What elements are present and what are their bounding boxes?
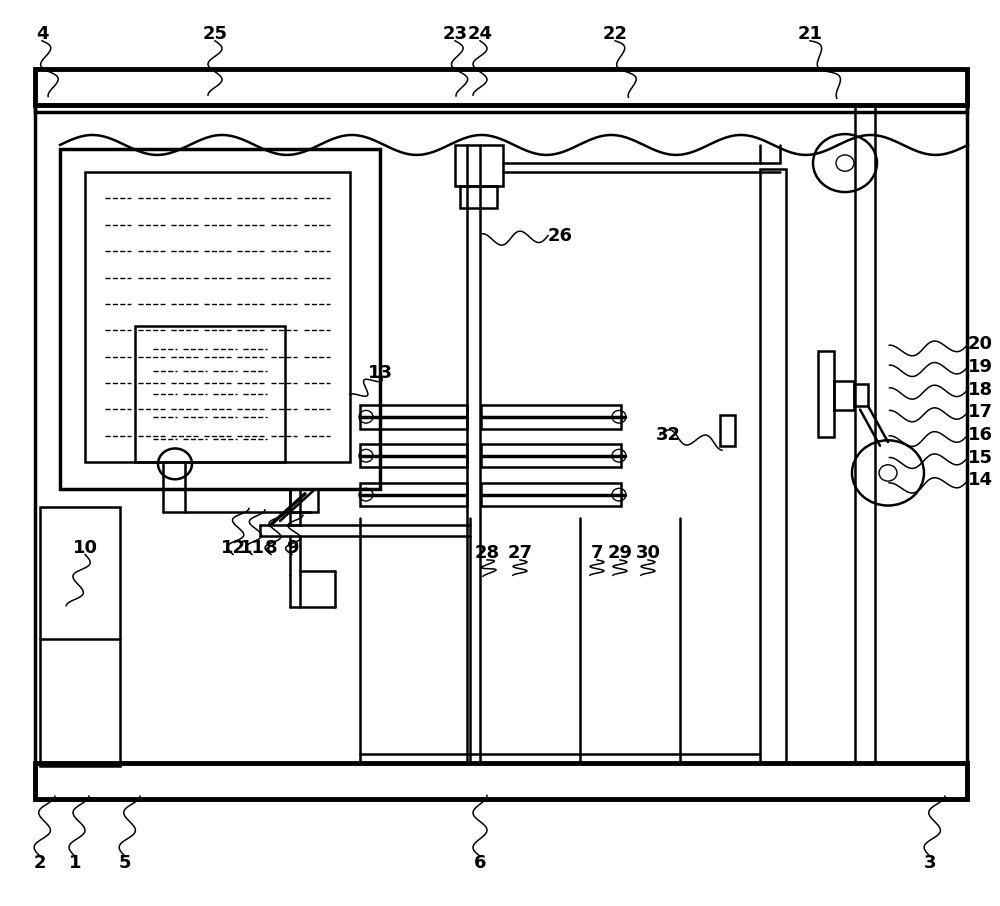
Text: 1: 1 — [69, 853, 81, 872]
Text: 12: 12 — [220, 539, 246, 557]
Text: 13: 13 — [368, 364, 392, 382]
Text: 14: 14 — [968, 471, 992, 489]
Text: 7: 7 — [591, 544, 603, 562]
Bar — [35, 69, 967, 105]
Text: 19: 19 — [968, 358, 992, 376]
Bar — [290, 489, 300, 525]
Text: 4: 4 — [36, 25, 48, 43]
Bar — [35, 763, 967, 799]
Bar — [35, 105, 967, 112]
Text: 20: 20 — [968, 335, 992, 353]
Bar — [360, 483, 467, 506]
Text: 23: 23 — [442, 25, 468, 43]
Bar — [455, 145, 503, 186]
Text: 2: 2 — [34, 853, 46, 872]
Text: 8: 8 — [265, 539, 277, 557]
Bar — [481, 444, 621, 467]
Text: 21: 21 — [798, 25, 822, 43]
Text: 25: 25 — [202, 25, 228, 43]
Text: 6: 6 — [474, 853, 486, 872]
Text: 16: 16 — [968, 426, 992, 444]
Text: 28: 28 — [474, 544, 500, 562]
Bar — [360, 444, 467, 467]
Text: 24: 24 — [468, 25, 492, 43]
Bar — [85, 172, 350, 462]
Text: 26: 26 — [548, 226, 572, 245]
Bar — [460, 186, 497, 208]
Text: 9: 9 — [286, 539, 298, 557]
Bar — [760, 169, 786, 763]
Bar — [481, 405, 621, 429]
Text: 22: 22 — [602, 25, 628, 43]
Bar — [290, 489, 318, 512]
Bar — [720, 415, 735, 446]
Bar — [60, 149, 380, 489]
Bar — [135, 326, 285, 462]
Text: 30: 30 — [636, 544, 660, 562]
Text: 18: 18 — [967, 381, 993, 399]
Text: 11: 11 — [240, 539, 264, 557]
Bar — [481, 483, 621, 506]
Bar — [818, 351, 834, 437]
Text: 15: 15 — [968, 448, 992, 467]
Text: 17: 17 — [968, 403, 992, 421]
Text: 5: 5 — [119, 853, 131, 872]
Text: 27: 27 — [508, 544, 532, 562]
Bar — [360, 405, 467, 429]
Bar — [35, 105, 967, 799]
Text: 29: 29 — [608, 544, 633, 562]
Bar — [834, 381, 854, 410]
Text: 3: 3 — [924, 853, 936, 872]
Text: 32: 32 — [656, 426, 680, 444]
Bar — [40, 507, 120, 766]
Bar — [854, 384, 868, 406]
Text: 10: 10 — [72, 539, 98, 557]
